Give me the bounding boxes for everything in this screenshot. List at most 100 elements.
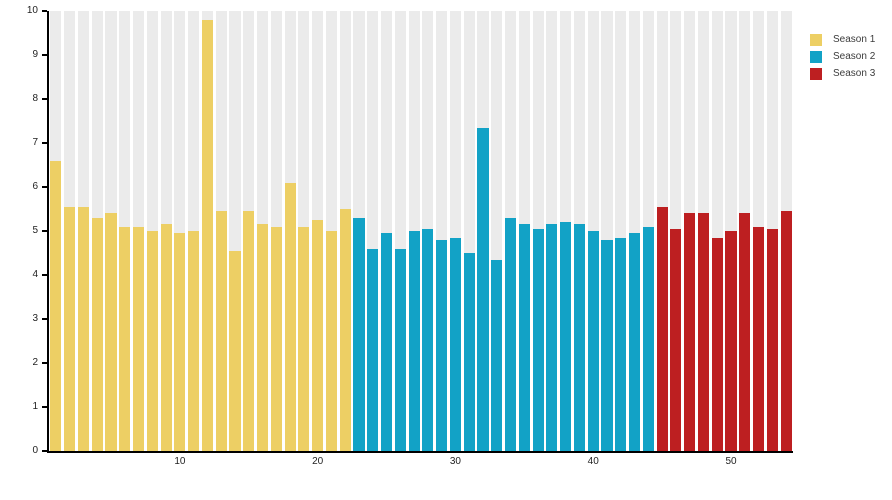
bar-episode-53 (766, 228, 778, 451)
y-axis-tick-mark (42, 142, 47, 144)
background-stripe (394, 11, 406, 451)
bar-episode-18 (284, 182, 296, 451)
bar-episode-24 (367, 248, 379, 451)
bar-episode-34 (505, 217, 517, 451)
bar-episode-47 (684, 213, 696, 451)
background-stripe (615, 11, 627, 451)
x-axis-tick-label: 30 (449, 456, 461, 467)
bar-episode-7 (133, 226, 145, 451)
background-stripe (381, 11, 393, 451)
bar-episode-54 (780, 211, 792, 451)
bar-episode-15 (243, 211, 255, 451)
bar-episode-11 (188, 231, 200, 451)
bar-episode-52 (753, 226, 765, 451)
legend-item-season-1: Season 1 (810, 33, 875, 46)
y-axis-tick-mark (42, 362, 47, 364)
y-axis-tick-label: 2 (32, 357, 38, 368)
bar-episode-16 (257, 224, 269, 451)
legend-swatch-season-3 (810, 67, 822, 80)
legend-label-season-3: Season 3 (833, 68, 876, 79)
y-axis-tick-label: 9 (32, 49, 38, 60)
y-axis-tick-label: 8 (32, 93, 38, 104)
y-axis-tick-label: 7 (32, 137, 38, 148)
bar-episode-40 (587, 231, 599, 451)
bar-episode-5 (105, 213, 117, 451)
background-stripe (229, 11, 241, 451)
bar-episode-23 (353, 217, 365, 451)
y-axis-tick-mark (42, 186, 47, 188)
y-axis-tick-label: 5 (32, 225, 38, 236)
y-axis-tick-label: 1 (32, 401, 38, 412)
x-axis-tick-label: 20 (312, 456, 324, 467)
bar-episode-43 (629, 233, 641, 451)
x-axis-tick-label: 40 (587, 456, 599, 467)
background-stripe (629, 11, 641, 451)
legend-label-season-2: Season 2 (833, 51, 876, 62)
x-axis-tick-label: 10 (174, 456, 186, 467)
bar-episode-39 (573, 224, 585, 451)
background-stripe (367, 11, 379, 451)
bar-episode-26 (394, 248, 406, 451)
bar-episode-32 (477, 127, 489, 451)
bar-episode-13 (215, 211, 227, 451)
legend-swatch-season-1 (810, 33, 822, 46)
bar-episode-33 (491, 259, 503, 451)
background-stripe (463, 11, 475, 451)
x-axis-line (47, 451, 793, 453)
bar-episode-20 (312, 220, 324, 451)
bar-episode-2 (64, 206, 76, 451)
background-stripe (449, 11, 461, 451)
bar-episode-17 (270, 226, 282, 451)
background-stripe (491, 11, 503, 451)
background-stripe (436, 11, 448, 451)
bar-episode-1 (50, 160, 62, 451)
legend: Season 1 Season 2 Season 3 (810, 33, 875, 80)
bar-episode-19 (298, 226, 310, 451)
bar-episode-44 (642, 226, 654, 451)
y-axis-line (47, 11, 49, 453)
bar-episode-37 (546, 224, 558, 451)
bar-episode-21 (325, 231, 337, 451)
bar-episode-45 (656, 206, 668, 451)
bar-episode-46 (670, 228, 682, 451)
y-axis-tick-mark (42, 450, 47, 452)
bar-episode-14 (229, 250, 241, 451)
bar-episode-4 (91, 217, 103, 451)
bar-episode-12 (201, 19, 213, 451)
bar-episode-41 (601, 239, 613, 451)
y-axis-tick-mark (42, 54, 47, 56)
y-axis-tick-mark (42, 98, 47, 100)
bar-episode-36 (532, 228, 544, 451)
bar-episode-10 (174, 233, 186, 451)
bar-episode-51 (739, 213, 751, 451)
legend-item-season-2: Season 2 (810, 50, 875, 63)
bar-episode-49 (711, 237, 723, 451)
legend-item-season-3: Season 3 (810, 67, 875, 80)
y-axis-tick-mark (42, 230, 47, 232)
background-stripe (711, 11, 723, 451)
bar-episode-27 (408, 231, 420, 451)
y-axis-tick-mark (42, 10, 47, 12)
legend-swatch-season-2 (810, 50, 822, 63)
bar-episode-38 (560, 222, 572, 451)
bar-episode-28 (422, 228, 434, 451)
bar-episode-6 (119, 226, 131, 451)
y-axis-tick-label: 3 (32, 313, 38, 324)
x-axis-tick-label: 50 (725, 456, 737, 467)
bar-episode-50 (725, 231, 737, 451)
y-axis-tick-mark (42, 406, 47, 408)
y-axis-tick-label: 6 (32, 181, 38, 192)
background-stripe (601, 11, 613, 451)
background-stripe (174, 11, 186, 451)
legend-label-season-1: Season 1 (833, 34, 876, 45)
bar-episode-48 (697, 213, 709, 451)
bar-episode-8 (146, 231, 158, 451)
y-axis-tick-label: 0 (32, 445, 38, 456)
bar-episode-9 (160, 224, 172, 451)
y-axis-tick-mark (42, 274, 47, 276)
bar-episode-22 (339, 209, 351, 451)
bar-episode-42 (615, 237, 627, 451)
y-axis-tick-label: 10 (26, 5, 38, 16)
y-axis-tick-label: 4 (32, 269, 38, 280)
